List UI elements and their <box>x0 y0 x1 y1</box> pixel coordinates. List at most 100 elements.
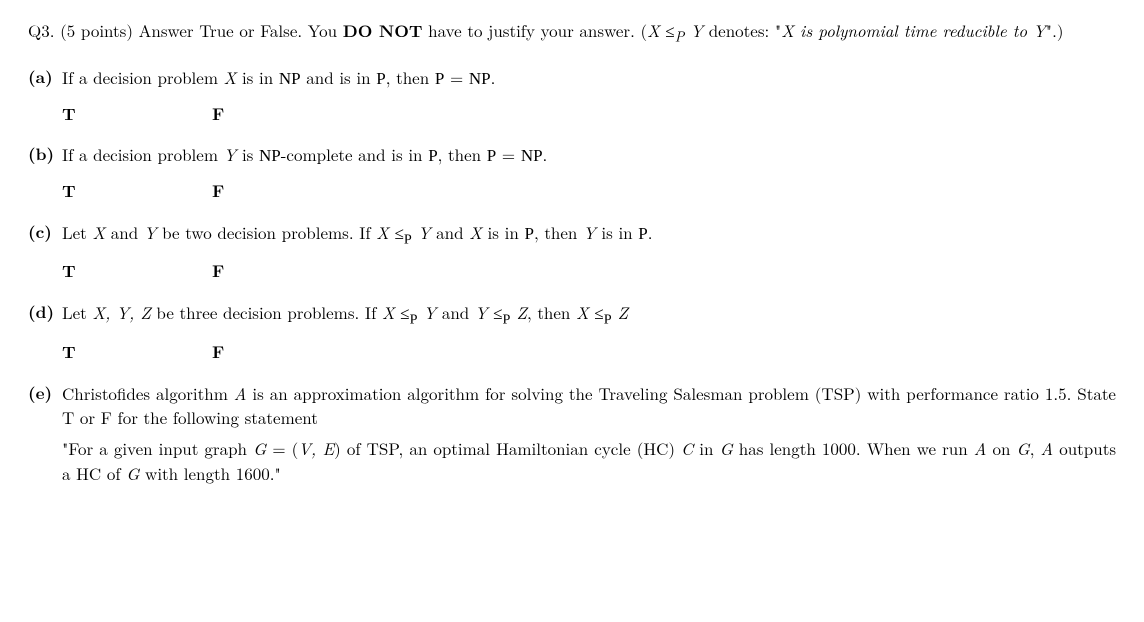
text: is in <box>236 65 279 89</box>
false-option[interactable]: F <box>212 259 224 284</box>
q-label: Q3. <box>28 18 54 42</box>
text: , then <box>438 142 487 166</box>
math-op: ≤ <box>389 220 404 244</box>
math-var: X <box>469 220 482 244</box>
question-header: Q3. (5 points) Answer True or False. You… <box>28 18 1116 47</box>
part-c: (c) Let X and Y be two decision problems… <box>28 220 1116 250</box>
text: , then <box>386 65 435 89</box>
text: has length 1000. When we run <box>733 436 974 460</box>
text: If a decision problem <box>62 65 224 89</box>
part-body: If a decision problem X is in NP and is … <box>62 65 1116 92</box>
math-var: G <box>253 436 266 460</box>
math-var: A <box>1041 436 1054 460</box>
false-option[interactable]: F <box>212 340 224 365</box>
text: be three decision problems. If <box>151 300 382 324</box>
q-text: ".) <box>1046 18 1064 42</box>
text: with length 1600." <box>139 461 280 485</box>
text: If a decision problem <box>62 142 224 166</box>
math-var: Z <box>510 300 527 324</box>
part-e: (e) Christofides algorithm A is an appro… <box>28 381 1116 486</box>
math-var: V, E <box>298 436 334 460</box>
math-sub: P <box>604 311 612 327</box>
q-points: (5 points) <box>60 18 133 42</box>
math-var: C <box>681 436 693 460</box>
math-var: Y <box>583 220 596 244</box>
text: -complete and is in <box>281 142 428 166</box>
text: Christofides algorithm <box>62 381 234 405</box>
class-NP: NP <box>521 146 543 165</box>
text: is <box>236 142 259 166</box>
class-NP: NP <box>259 146 281 165</box>
text: and is in <box>301 65 377 89</box>
q-donot: DO NOT <box>343 19 423 43</box>
part-label: (a) <box>28 65 62 92</box>
reducible-def: X is polynomial time reducible to Y <box>781 18 1046 42</box>
text: on <box>986 436 1016 460</box>
class-P: P <box>487 146 496 165</box>
math-var: X, Y, Z <box>92 300 150 324</box>
text: be two decision problems. If <box>156 220 376 244</box>
part-body: Let X, Y, Z be three decision problems. … <box>62 300 1116 330</box>
text: , <box>1030 436 1041 460</box>
math-var: X <box>224 65 237 89</box>
math-var: A <box>974 436 987 460</box>
math-eq: = <box>496 142 521 166</box>
math-eq: = <box>444 65 469 89</box>
math-sub: P <box>675 26 685 46</box>
text: = ( <box>266 436 298 460</box>
false-option[interactable]: F <box>212 179 224 204</box>
class-P: P <box>435 69 444 88</box>
text: and <box>436 300 475 324</box>
math-var: X <box>576 300 589 324</box>
text: is in <box>482 220 525 244</box>
text: . <box>491 65 496 89</box>
true-option[interactable]: T <box>62 179 212 204</box>
text: and <box>431 220 470 244</box>
math-var: Y <box>417 300 436 324</box>
part-body: Christofides algorithm A is an approxima… <box>62 381 1116 486</box>
math-var: A <box>234 381 247 405</box>
class-P: P <box>524 224 533 243</box>
q-text: denotes: " <box>703 18 781 42</box>
math-op: ≤ <box>589 300 604 324</box>
tf-row-b: T F <box>62 179 1116 204</box>
text: "For a given input graph <box>62 436 253 460</box>
tf-row-c: T F <box>62 259 1116 284</box>
text: in <box>693 436 719 460</box>
math-var: Y <box>224 142 237 166</box>
q-text: have to justify your answer. ( <box>423 18 648 42</box>
true-option[interactable]: T <box>62 259 212 284</box>
text: and <box>105 220 144 244</box>
part-a: (a) If a decision problem X is in NP and… <box>28 65 1116 92</box>
part-label: (e) <box>28 381 62 486</box>
math-op: ≤ <box>488 300 503 324</box>
math-var: X <box>376 220 389 244</box>
math-var: Y <box>144 220 157 244</box>
math-var: G <box>126 461 139 485</box>
math-var: X <box>92 220 105 244</box>
class-NP: NP <box>279 69 301 88</box>
math-var: Y <box>412 220 431 244</box>
class-NP: NP <box>469 69 491 88</box>
class-P: P <box>428 146 437 165</box>
text: ) of TSP, an optimal Hamiltonian cycle (… <box>334 436 681 460</box>
true-option[interactable]: T <box>62 102 212 127</box>
text: Let <box>62 220 92 244</box>
math-sub: P <box>404 231 412 247</box>
tf-row-d: T F <box>62 340 1116 365</box>
text: , then <box>534 220 583 244</box>
true-option[interactable]: T <box>62 340 212 365</box>
class-P: P <box>638 224 647 243</box>
text: Let <box>62 300 92 324</box>
class-P: P <box>376 69 385 88</box>
text: . <box>648 220 653 244</box>
text: is in <box>596 220 639 244</box>
math-var: Y <box>684 18 703 42</box>
math-var: G <box>720 436 733 460</box>
math-op: ≤ <box>660 18 675 42</box>
math-op: ≤ <box>395 300 410 324</box>
part-body: Let X and Y be two decision problems. If… <box>62 220 1116 250</box>
math-var: X <box>647 18 660 42</box>
false-option[interactable]: F <box>212 102 224 127</box>
part-body: If a decision problem Y is NP-complete a… <box>62 142 1116 169</box>
